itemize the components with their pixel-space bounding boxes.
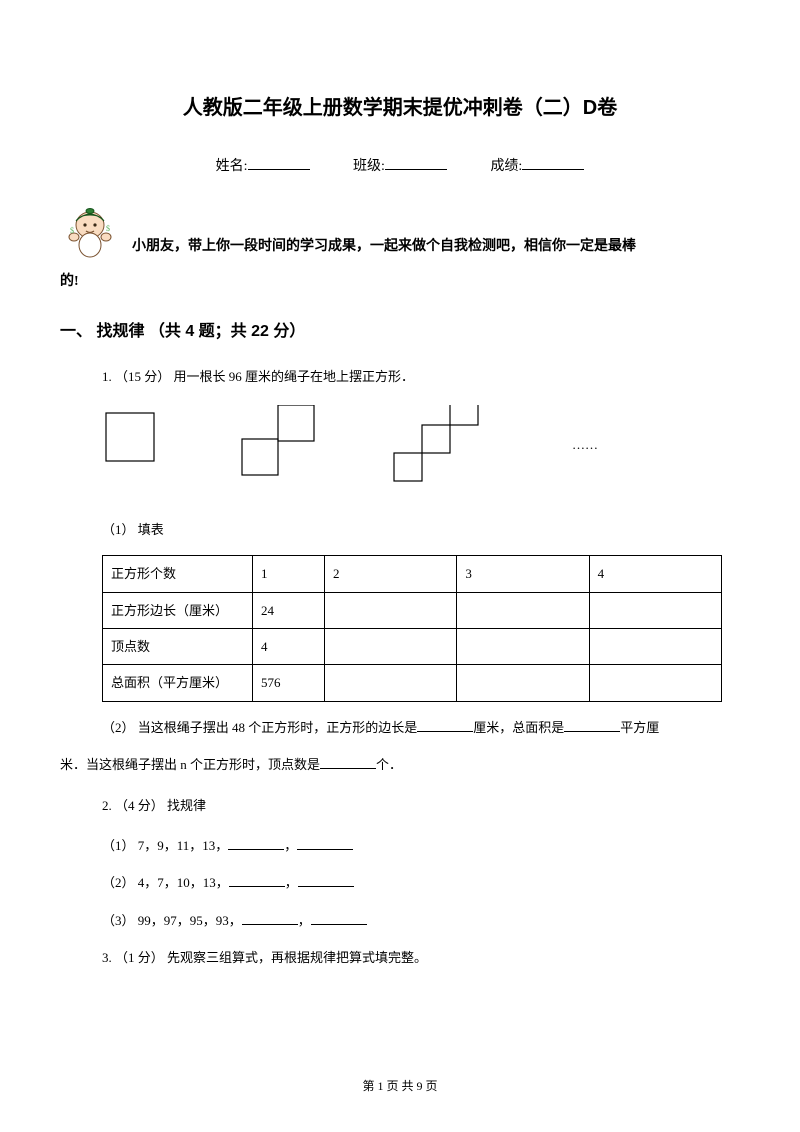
- row-label: 正方形边长（厘米）: [103, 592, 253, 628]
- q1-sub2-line2: 米．当这根绳子摆出 n 个正方形时，顶点数是 个．: [60, 753, 740, 776]
- table-cell[interactable]: [589, 665, 721, 701]
- exam-title: 人教版二年级上册数学期末提优冲刺卷（二）D卷: [60, 90, 740, 126]
- blank[interactable]: [417, 720, 473, 732]
- q1-sub1-label: （1） 填表: [102, 518, 740, 541]
- q2-pattern-3: （3） 99，97，95，93， ，: [102, 909, 740, 932]
- q2-p1-pre: （1） 7，9，11，13，: [102, 838, 228, 853]
- table-row: 总面积（平方厘米） 576: [103, 665, 722, 701]
- table-cell[interactable]: [325, 628, 457, 664]
- table-cell[interactable]: [457, 592, 589, 628]
- blank[interactable]: [564, 720, 620, 732]
- class-blank[interactable]: [385, 156, 447, 170]
- table-cell: 2: [325, 556, 457, 592]
- comma: ，: [298, 913, 311, 928]
- q1-sub2-mid: 厘米，总面积是: [473, 720, 564, 735]
- q1-sub2-line1: （2） 当这根绳子摆出 48 个正方形时，正方形的边长是 厘米，总面积是 平方厘: [102, 716, 740, 739]
- q1-table: 正方形个数 1 2 3 4 正方形边长（厘米） 24 顶点数 4: [102, 555, 722, 702]
- q2-p3-pre: （3） 99，97，95，93，: [102, 913, 242, 928]
- table-row: 正方形边长（厘米） 24: [103, 592, 722, 628]
- comma: ，: [285, 875, 298, 890]
- encourage-text-line2: 的!: [60, 269, 740, 294]
- table-cell: 3: [457, 556, 589, 592]
- table-cell[interactable]: [589, 628, 721, 664]
- table-row: 正方形个数 1 2 3 4: [103, 556, 722, 592]
- table-cell: 576: [253, 665, 325, 701]
- q1-sub2-after: 平方厘: [620, 720, 659, 735]
- encourage-text-line1: 小朋友，带上你一段时间的学习成果，一起来做个自我检测吧，相信你一定是最棒: [132, 234, 636, 263]
- q1-sub2-l2-pre: 米．当这根绳子摆出 n 个正方形时，顶点数是: [60, 757, 320, 772]
- table-cell[interactable]: [325, 665, 457, 701]
- name-blank[interactable]: [248, 156, 310, 170]
- blank[interactable]: [320, 757, 376, 769]
- table-cell[interactable]: [589, 592, 721, 628]
- student-info-row: 姓名: 班级: 成绩:: [60, 154, 740, 179]
- table-cell: 1: [253, 556, 325, 592]
- svg-text:$: $: [70, 226, 74, 235]
- blank[interactable]: [229, 875, 285, 887]
- blank[interactable]: [298, 875, 354, 887]
- q2-pattern-1: （1） 7，9，11，13， ，: [102, 834, 740, 857]
- q1-sub2-l2-after: 个．: [376, 757, 402, 772]
- encourage-row: $ $ 小朋友，带上你一段时间的学习成果，一起来做个自我检测吧，相信你一定是最棒: [60, 203, 740, 263]
- comma: ，: [284, 838, 297, 853]
- score-label: 成绩:: [490, 159, 522, 174]
- table-row: 顶点数 4: [103, 628, 722, 664]
- table-cell[interactable]: [457, 628, 589, 664]
- score-blank[interactable]: [522, 156, 584, 170]
- question-3: 3. （1 分） 先观察三组算式，再根据规律把算式填完整。: [102, 946, 740, 969]
- footer-pre: 第: [362, 1079, 377, 1093]
- question-1: 1. （15 分） 用一根长 96 厘米的绳子在地上摆正方形．: [102, 365, 740, 388]
- name-label: 姓名:: [216, 159, 248, 174]
- svg-text:$: $: [106, 224, 110, 233]
- footer-after: 页: [423, 1079, 438, 1093]
- question-2: 2. （4 分） 找规律: [102, 794, 740, 817]
- footer-mid: 页 共: [383, 1079, 416, 1093]
- page-container: 人教版二年级上册数学期末提优冲刺卷（二）D卷 姓名: 班级: 成绩: $ $ 小…: [0, 0, 800, 1025]
- blank[interactable]: [242, 913, 298, 925]
- blank[interactable]: [297, 838, 353, 850]
- page-footer: 第 1 页 共 9 页: [0, 1076, 800, 1098]
- class-label: 班级:: [353, 159, 385, 174]
- q2-pattern-2: （2） 4，7，10，13， ，: [102, 871, 740, 894]
- table-cell: 4: [589, 556, 721, 592]
- squares-diagram: ……: [102, 405, 662, 489]
- svg-text:……: ……: [572, 437, 598, 452]
- row-label: 正方形个数: [103, 556, 253, 592]
- row-label: 总面积（平方厘米）: [103, 665, 253, 701]
- q2-p2-pre: （2） 4，7，10，13，: [102, 875, 229, 890]
- table-cell: 24: [253, 592, 325, 628]
- table-cell[interactable]: [457, 665, 589, 701]
- q1-sub2-pre: （2） 当这根绳子摆出 48 个正方形时，正方形的边长是: [102, 720, 417, 735]
- blank[interactable]: [228, 838, 284, 850]
- section-1-heading: 一、 找规律 （共 4 题；共 22 分）: [60, 318, 740, 347]
- table-cell: 4: [253, 628, 325, 664]
- q1-table-wrap: 正方形个数 1 2 3 4 正方形边长（厘米） 24 顶点数 4: [102, 555, 740, 702]
- mascot-icon: $ $: [60, 203, 120, 263]
- blank[interactable]: [311, 913, 367, 925]
- row-label: 顶点数: [103, 628, 253, 664]
- table-cell[interactable]: [325, 592, 457, 628]
